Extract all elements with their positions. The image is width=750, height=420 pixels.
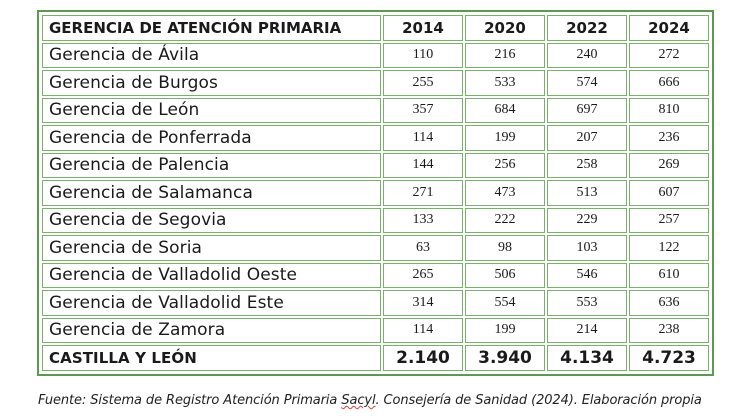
row-gerencia-name: Gerencia de Ponferrada [42,125,381,151]
row-value-2020: 506 [465,262,545,288]
row-gerencia-name: Gerencia de Zamora [42,317,381,343]
total-value-2024: 4.723 [629,345,709,371]
table-row: Gerencia de Soria 63 98 103 122 [42,235,709,261]
row-value-2024: 666 [629,70,709,96]
row-value-2024: 810 [629,97,709,123]
table-row: Gerencia de Salamanca 271 473 513 607 [42,180,709,206]
header-year-2024: 2024 [629,15,709,41]
row-value-2022: 207 [547,125,627,151]
table-row: Gerencia de Ávila 110 216 240 272 [42,42,709,68]
row-value-2020: 199 [465,125,545,151]
row-value-2020: 473 [465,180,545,206]
row-value-2014: 114 [383,317,463,343]
row-value-2014: 314 [383,290,463,316]
total-row: CASTILLA Y LEÓN 2.140 3.940 4.134 4.723 [42,345,709,371]
row-value-2022: 574 [547,70,627,96]
source-text-flagged-word: Sacyl [341,393,376,408]
total-row-label: CASTILLA Y LEÓN [42,345,381,371]
row-value-2024: 236 [629,125,709,151]
row-value-2024: 238 [629,317,709,343]
row-value-2020: 256 [465,152,545,178]
row-value-2020: 199 [465,317,545,343]
row-gerencia-name: Gerencia de León [42,97,381,123]
header-year-2022: 2022 [547,15,627,41]
row-value-2022: 513 [547,180,627,206]
source-note: Fuente: Sistema de Registro Atención Pri… [38,393,702,408]
row-value-2024: 122 [629,235,709,261]
row-value-2024: 269 [629,152,709,178]
row-value-2020: 533 [465,70,545,96]
row-value-2014: 357 [383,97,463,123]
row-value-2014: 114 [383,125,463,151]
row-gerencia-name: Gerencia de Valladolid Este [42,290,381,316]
total-value-2014: 2.140 [383,345,463,371]
row-value-2022: 546 [547,262,627,288]
row-gerencia-name: Gerencia de Ávila [42,42,381,68]
table-row: Gerencia de Burgos 255 533 574 666 [42,70,709,96]
table-row: Gerencia de León 357 684 697 810 [42,97,709,123]
row-value-2022: 240 [547,42,627,68]
table-row: Gerencia de Valladolid Este 314 554 553 636 [42,290,709,316]
data-table-frame: GERENCIA DE ATENCIÓN PRIMARIA 2014 2020 … [37,10,714,376]
table-row: Gerencia de Ponferrada 114 199 207 236 [42,125,709,151]
row-value-2014: 144 [383,152,463,178]
row-value-2024: 636 [629,290,709,316]
row-value-2014: 271 [383,180,463,206]
row-gerencia-name: Gerencia de Palencia [42,152,381,178]
source-text-end: . Consejería de Sanidad (2024). Elaborac… [375,393,702,408]
row-value-2020: 554 [465,290,545,316]
row-value-2022: 103 [547,235,627,261]
table-header-row: GERENCIA DE ATENCIÓN PRIMARIA 2014 2020 … [42,15,709,41]
row-gerencia-name: Gerencia de Burgos [42,70,381,96]
data-table: GERENCIA DE ATENCIÓN PRIMARIA 2014 2020 … [40,13,711,373]
row-value-2024: 607 [629,180,709,206]
total-value-2020: 3.940 [465,345,545,371]
row-value-2020: 98 [465,235,545,261]
row-value-2024: 272 [629,42,709,68]
row-value-2024: 610 [629,262,709,288]
row-value-2022: 229 [547,207,627,233]
row-value-2014: 110 [383,42,463,68]
row-value-2022: 214 [547,317,627,343]
row-value-2022: 553 [547,290,627,316]
source-text-start: Fuente: Sistema de Registro Atención Pri… [38,393,342,408]
row-value-2014: 133 [383,207,463,233]
row-value-2020: 684 [465,97,545,123]
table-row: Gerencia de Palencia 144 256 258 269 [42,152,709,178]
header-gerencia: GERENCIA DE ATENCIÓN PRIMARIA [42,15,381,41]
row-value-2022: 697 [547,97,627,123]
table-row: Gerencia de Valladolid Oeste 265 506 546 610 [42,262,709,288]
row-value-2014: 63 [383,235,463,261]
row-value-2014: 255 [383,70,463,96]
row-value-2020: 216 [465,42,545,68]
row-gerencia-name: Gerencia de Valladolid Oeste [42,262,381,288]
row-value-2014: 265 [383,262,463,288]
row-gerencia-name: Gerencia de Soria [42,235,381,261]
row-value-2024: 257 [629,207,709,233]
row-value-2022: 258 [547,152,627,178]
header-year-2014: 2014 [383,15,463,41]
total-value-2022: 4.134 [547,345,627,371]
table-row: Gerencia de Segovia 133 222 229 257 [42,207,709,233]
row-gerencia-name: Gerencia de Segovia [42,207,381,233]
row-value-2020: 222 [465,207,545,233]
table-row: Gerencia de Zamora 114 199 214 238 [42,317,709,343]
header-year-2020: 2020 [465,15,545,41]
row-gerencia-name: Gerencia de Salamanca [42,180,381,206]
